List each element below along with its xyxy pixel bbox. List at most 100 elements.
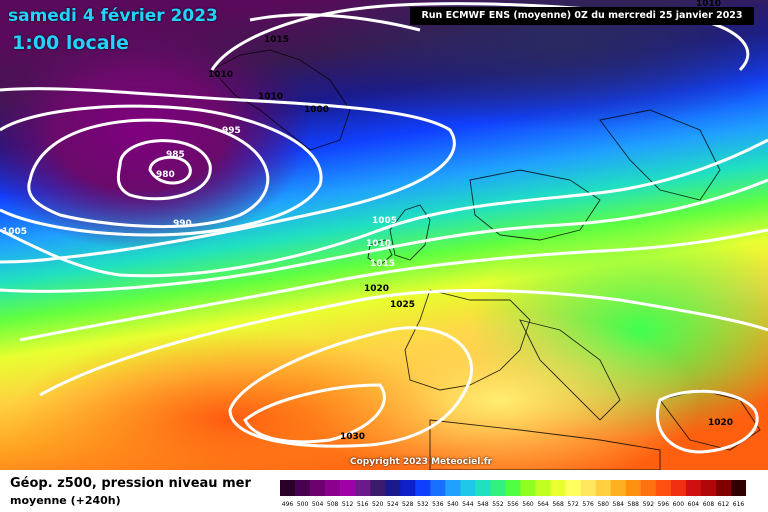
scale-tick-label: 548 [477, 501, 489, 508]
scale-tick-label: 512 [342, 501, 354, 508]
scale-swatch [595, 480, 612, 496]
scale-swatch [565, 480, 581, 496]
scale-tick-label: 576 [582, 501, 594, 508]
map-title: Géop. z500, pression niveau mer [10, 476, 251, 491]
scale-tick-label: 584 [613, 501, 625, 508]
scale-tick-label: 588 [628, 501, 640, 508]
isobar-label: 1005 [2, 227, 27, 237]
weather-map: 1015 1010 1010 1000 995 985 980 990 1005… [0, 0, 768, 470]
scale-swatch [670, 480, 687, 496]
scale-swatch [520, 480, 536, 496]
scale-swatch [460, 480, 476, 496]
scale-swatch [415, 480, 431, 496]
scale-swatch [385, 480, 401, 496]
scale-tick-label: 540 [447, 501, 459, 508]
scale-tick-label: 560 [522, 501, 534, 508]
color-scale: 496 500 504 508 512 516 520 524 528 532 536 540 544 5… [280, 480, 746, 508]
scale-swatch [295, 480, 311, 496]
map-subtitle: moyenne (+240h) [10, 494, 121, 507]
isobar-1020-east [655, 389, 759, 454]
scale-swatch [310, 480, 326, 496]
scale-tick-label: 536 [432, 501, 444, 508]
navy-ne-zone [300, 0, 768, 130]
isobar-label: 1010 [696, 0, 721, 9]
scale-tick-label: 520 [372, 501, 384, 508]
isobar-1015 [19, 228, 768, 342]
isobar-label: 1030 [340, 432, 365, 442]
isobar-985 [116, 139, 212, 201]
scale-swatch [610, 480, 627, 496]
scale-tick-label: 524 [387, 501, 399, 508]
scale-tick-label: 504 [312, 501, 324, 508]
scale-swatch [685, 480, 702, 496]
scale-swatch [445, 480, 461, 496]
scale-tick-label: 604 [688, 501, 700, 508]
isobar-label: 980 [156, 170, 175, 180]
isobar-label: 1000 [304, 105, 329, 115]
scale-swatch [430, 480, 446, 496]
isobar-label: 1010 [208, 70, 233, 80]
scale-swatch [625, 480, 642, 496]
scale-tick-label: 568 [552, 501, 564, 508]
scale-swatch [370, 480, 386, 496]
scale-swatch [490, 480, 506, 496]
isobar-995 [0, 104, 323, 237]
copyright-notice: Copyright 2023 Meteociel.fr [350, 457, 493, 467]
isobar-label: 1025 [390, 300, 415, 310]
scale-tick-label: 496 [282, 501, 294, 508]
isobar-1020 [39, 289, 768, 397]
scale-swatch [325, 480, 341, 496]
isobar-label: 1010 [366, 239, 391, 249]
isobar-990 [27, 118, 270, 229]
low-core [0, 10, 310, 250]
isobar-label: 1010 [258, 92, 283, 102]
isobar-1025 [228, 326, 473, 448]
isobar-1000 [0, 87, 456, 264]
scale-swatch [730, 480, 746, 496]
isobar-label: 1005 [372, 216, 397, 226]
isobars [0, 2, 768, 454]
scale-tick-label: 616 [733, 501, 745, 508]
scale-swatch [280, 480, 296, 496]
isobar-1030 [243, 383, 386, 444]
scale-tick-label: 532 [417, 501, 429, 508]
isobar-1005 [0, 138, 768, 278]
scale-swatch [475, 480, 491, 496]
scale-tick-label: 544 [462, 501, 474, 508]
isobar-1015-north [249, 13, 421, 32]
scale-tick-label: 500 [297, 501, 309, 508]
scale-swatch [655, 480, 672, 496]
isobar-label: 995 [222, 126, 241, 136]
scale-swatch [505, 480, 521, 496]
scale-tick-label: 612 [718, 501, 730, 508]
scale-tick-label: 556 [507, 501, 519, 508]
run-info-banner: Run ECMWF ENS (moyenne) 0Z du mercredi 2… [410, 7, 754, 25]
scale-swatch [355, 480, 371, 496]
scale-tick-label: 600 [673, 501, 685, 508]
isobar-1010-north [210, 2, 750, 72]
scale-swatch [715, 480, 732, 496]
isobar-label: 1015 [370, 259, 395, 269]
scale-swatch [400, 480, 416, 496]
isobar-label: 1020 [708, 418, 733, 428]
scale-tick-label: 564 [537, 501, 549, 508]
scale-tick-label: 592 [643, 501, 655, 508]
forecast-date: samedi 4 février 2023 [8, 6, 218, 26]
isobar-label-layer: 1015 1010 1010 1000 995 985 980 990 1005… [2, 0, 733, 442]
scale-swatch [700, 480, 717, 496]
scale-tick-label: 608 [703, 501, 715, 508]
scale-tick-label: 596 [658, 501, 670, 508]
isobar-1010 [0, 178, 768, 293]
scale-swatch [535, 480, 551, 496]
isobar-label: 985 [166, 150, 185, 160]
scale-tick-label: 528 [402, 501, 414, 508]
isobar-label: 1020 [364, 284, 389, 294]
scale-tick-label: 572 [567, 501, 579, 508]
scale-swatch [580, 480, 596, 496]
scale-tick-label: 580 [597, 501, 609, 508]
scale-swatch [640, 480, 657, 496]
high-core [10, 330, 450, 470]
forecast-time: 1:00 locale [12, 32, 129, 54]
scale-tick-label: 552 [492, 501, 504, 508]
coastlines [211, 49, 761, 470]
